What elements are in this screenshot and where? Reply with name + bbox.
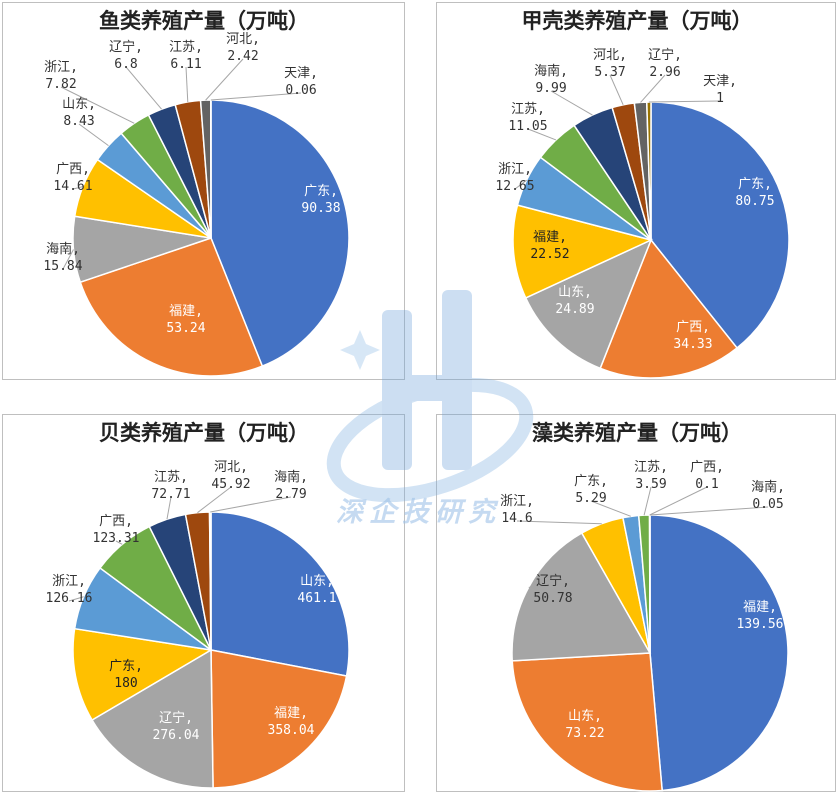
fish-leader-line-8	[205, 58, 244, 101]
crustacean-slice-3	[512, 204, 654, 299]
fish-leader-line-3	[72, 186, 84, 190]
crustacean-leader-line-6	[550, 90, 593, 116]
shellfish-leader-line-8	[210, 496, 292, 513]
fish-slice-label-1: 福建, 53.24	[166, 304, 205, 336]
fish-leader-line-6	[125, 66, 162, 110]
shellfish-slice-label-7: 河北, 45.92	[211, 460, 250, 492]
shellfish-slice-2	[91, 648, 214, 789]
shellfish-slice-label-1: 福建, 358.04	[268, 706, 315, 738]
algae-leader-line-2	[528, 586, 554, 602]
fish-leader-line-7	[185, 66, 189, 102]
crustacean-slice-2	[524, 238, 653, 370]
shellfish-slice-label-3: 广东, 180	[109, 659, 143, 691]
shellfish-slice-3	[72, 627, 214, 722]
shellfish-slice-0	[210, 511, 350, 677]
algae-leader-line-4	[590, 500, 631, 517]
algae-chart-panel: 藻类养殖产量（万吨） 福建, 139.56 山东, 73.22 辽宁, 50.78 浙江, 1…	[436, 414, 836, 792]
crustacean-chart-title: 甲壳类养殖产量（万吨）	[522, 8, 753, 33]
fish-slice-1	[79, 237, 264, 377]
crustacean-slice-label-6: 海南, 9.99	[534, 63, 568, 96]
crustacean-slice-label-2: 山东, 24.89	[555, 285, 594, 317]
crustacean-leader-line-7	[609, 74, 624, 106]
fish-slice-label-7: 江苏, 6.11	[169, 39, 203, 72]
shellfish-slice-label-5: 广西, 123.31	[93, 514, 140, 546]
algae-leader-line-5	[643, 486, 652, 516]
shellfish-chart-panel: 贝类养殖产量（万吨） 山东, 461.1 福建, 358.04 辽宁, 276.04 广东,…	[2, 414, 405, 792]
fish-slice-label-3: 广西, 14.61	[53, 162, 92, 194]
crustacean-slice-label-3: 福建, 22.52	[530, 230, 569, 262]
crustacean-leader-line-5	[527, 128, 557, 141]
fish-slice-label-9: 天津, 0.06	[284, 66, 318, 98]
crustacean-leader-line-8	[640, 74, 666, 103]
crustacean-slice-1	[599, 238, 739, 379]
algae-leader-line-7	[649, 506, 769, 516]
shellfish-leader-line-4	[68, 596, 84, 602]
fish-slice-label-0: 广东, 90.38	[301, 184, 340, 216]
crustacean-slice-label-7: 河北, 5.37	[593, 48, 627, 80]
fish-slice-label-2: 海南, 15.84	[43, 241, 82, 274]
fish-pie-chart: 鱼类养殖产量（万吨） 广东, 90.38 福建, 53.24 海南, 15.84 广西, 14…	[43, 8, 350, 377]
shellfish-leader-line-7	[197, 486, 232, 514]
fish-leader-line-2	[62, 249, 74, 270]
crustacean-slice-label-8: 辽宁, 2.96	[648, 47, 682, 80]
algae-chart-title: 藻类养殖产量（万吨）	[532, 420, 742, 445]
algae-leader-line-3	[516, 520, 602, 525]
fish-slice-label-5: 浙江, 7.82	[44, 60, 78, 92]
shellfish-slice-label-8: 海南, 2.79	[274, 469, 308, 502]
shellfish-slice-label-0: 山东, 461.1	[297, 574, 336, 606]
crustacean-slice-label-5: 江苏, 11.05	[508, 101, 547, 134]
algae-slice-label-6: 广西, 0.1	[690, 460, 724, 492]
fish-chart-title: 鱼类养殖产量（万吨）	[99, 8, 309, 33]
algae-slice-0	[649, 514, 789, 792]
fish-leader-line-9	[210, 92, 302, 101]
fish-slice-label-4: 山东, 8.43	[62, 97, 96, 129]
crustacean-leader-line-9	[648, 100, 721, 103]
algae-slice-label-5: 江苏, 3.59	[634, 459, 668, 492]
algae-slice-label-2: 辽宁, 50.78	[533, 573, 572, 606]
fish-slice-label-8: 河北, 2.42	[226, 32, 260, 64]
shellfish-slice-label-6: 江苏, 72.71	[151, 469, 190, 502]
algae-slice-label-3: 浙江, 14.6	[500, 494, 534, 526]
algae-slice-label-4: 广东, 5.29	[574, 474, 608, 506]
shellfish-slice-label-4: 浙江, 126.16	[46, 574, 93, 606]
shellfish-leader-line-5	[115, 540, 123, 545]
crustacean-slice-label-0: 广东, 80.75	[735, 177, 774, 209]
crustacean-chart-panel: 甲壳类养殖产量（万吨） 广东, 80.75 广西, 34.33 山东, 24.89 福建, 2…	[436, 2, 836, 380]
fish-slice-label-6: 辽宁, 6.8	[109, 39, 143, 72]
crustacean-slice-0	[650, 101, 790, 349]
fish-chart-panel: 鱼类养殖产量（万吨） 广东, 90.38 福建, 53.24 海南, 15.84 广西, 14…	[2, 2, 405, 380]
shellfish-leader-line-6	[166, 496, 172, 520]
algae-slice-1	[511, 652, 663, 792]
crustacean-leader-line-4	[514, 179, 527, 190]
crustacean-slice-label-9: 天津, 1	[703, 74, 737, 106]
shellfish-slice-label-2: 辽宁, 276.04	[153, 710, 200, 743]
algae-slice-label-7: 海南, 0.05	[751, 479, 785, 512]
shellfish-chart-title: 贝类养殖产量（万吨）	[99, 420, 309, 445]
algae-leader-line-6	[649, 486, 708, 516]
algae-slice-label-1: 山东, 73.22	[565, 709, 604, 741]
crustacean-slice-label-4: 浙江, 12.65	[495, 162, 534, 194]
algae-slice-2	[511, 532, 652, 662]
crustacean-slice-label-1: 广西, 34.33	[673, 320, 712, 352]
fish-leader-line-4	[78, 123, 109, 147]
shellfish-pie-chart: 贝类养殖产量（万吨） 山东, 461.1 福建, 358.04 辽宁, 276.04 广东,…	[46, 420, 350, 789]
algae-pie-chart: 藻类养殖产量（万吨） 福建, 139.56 山东, 73.22 辽宁, 50.78 浙江, 1…	[500, 420, 789, 792]
shellfish-slice-1	[210, 649, 348, 789]
crustacean-pie-chart: 甲壳类养殖产量（万吨） 广东, 80.75 广西, 34.33 山东, 24.89 福建, 2…	[495, 8, 790, 379]
fish-leader-line-5	[60, 86, 135, 124]
fish-slice-0	[210, 99, 350, 368]
algae-slice-label-0: 福建, 139.56	[737, 600, 784, 632]
